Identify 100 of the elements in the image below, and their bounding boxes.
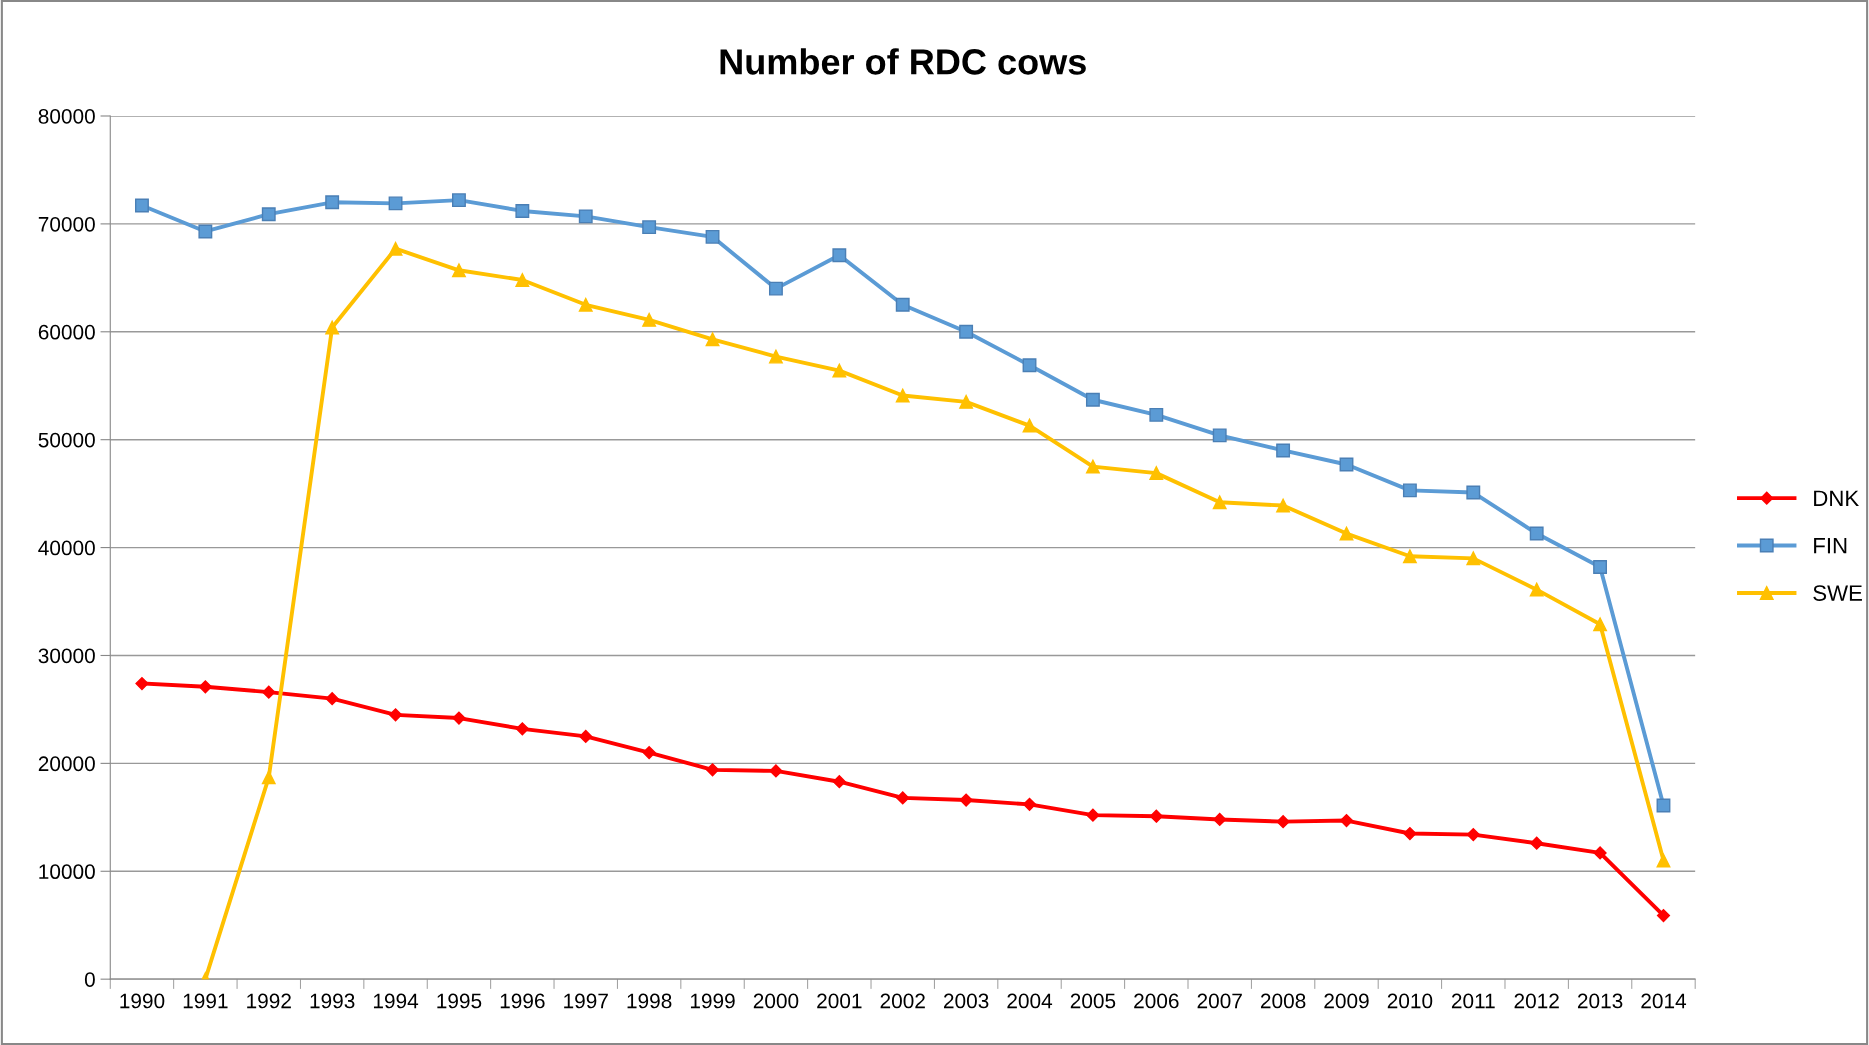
y-tick-label: 40000 [38, 540, 95, 556]
point [1529, 526, 1544, 541]
y-tick-label: 30000 [38, 648, 95, 664]
point [1213, 812, 1227, 827]
point [515, 722, 529, 736]
y-tick-label: 80000 [38, 109, 95, 124]
point [452, 711, 466, 725]
point [135, 676, 149, 691]
x-tick-label: 2008 [1260, 993, 1306, 1009]
y-tick-label: 0 [84, 972, 95, 987]
point [325, 692, 339, 706]
point [1593, 617, 1608, 632]
point [832, 775, 846, 789]
point [1276, 443, 1291, 458]
x-tick-label: 2009 [1324, 993, 1369, 1009]
legend-label: DNK [1814, 490, 1859, 506]
x-tick-label: 2000 [753, 993, 799, 1009]
point [1086, 808, 1100, 822]
point [642, 312, 657, 327]
point [579, 729, 593, 743]
point [198, 224, 213, 239]
x-tick-label: 2010 [1387, 993, 1433, 1009]
legend-label: FIN [1814, 538, 1847, 554]
point [1085, 392, 1100, 407]
x-tick-label: 1994 [373, 993, 419, 1009]
point [515, 203, 530, 218]
point [1593, 560, 1608, 574]
x-tick-label: 2002 [880, 993, 925, 1009]
x-tick-label: 2014 [1641, 993, 1687, 1009]
point [1276, 498, 1291, 513]
point [578, 297, 593, 312]
x-tick-label: 2004 [1007, 993, 1053, 1009]
point [1022, 418, 1037, 433]
point [325, 195, 340, 210]
point [1466, 551, 1481, 566]
y-tick-label: 20000 [38, 756, 95, 772]
point [1529, 582, 1544, 597]
point [1466, 485, 1481, 500]
point [1085, 459, 1100, 474]
chart-title: Number of RDC cows [720, 48, 1086, 75]
point [768, 281, 783, 296]
point [769, 764, 783, 778]
point [388, 196, 403, 211]
point [642, 745, 656, 760]
point [705, 332, 720, 347]
y-tick-label: 60000 [38, 324, 95, 340]
point [1212, 428, 1227, 443]
point [832, 248, 847, 263]
x-tick-label: 1996 [500, 993, 545, 1009]
point [1022, 358, 1037, 373]
x-tick-label: 2013 [1577, 993, 1623, 1009]
point [1402, 483, 1417, 498]
y-tick-label: 10000 [39, 864, 95, 880]
point [388, 241, 403, 256]
point [705, 229, 720, 244]
point [1339, 813, 1354, 828]
x-tick-label: 1995 [437, 993, 482, 1009]
y-tick-label: 50000 [38, 432, 95, 448]
point [261, 770, 276, 785]
point [578, 209, 593, 224]
y-tick-label: 70000 [38, 216, 95, 232]
point [959, 394, 974, 409]
point [325, 320, 340, 335]
point [1149, 809, 1163, 823]
x-tick-label: 2001 [817, 993, 862, 1009]
point [452, 193, 466, 208]
x-tick-label: 1993 [310, 993, 355, 1009]
point [1656, 853, 1671, 868]
point [959, 324, 974, 339]
point [1402, 549, 1417, 564]
x-tick-label: 1997 [564, 993, 608, 1009]
point [452, 263, 466, 278]
point [1530, 836, 1544, 850]
point [262, 685, 276, 699]
x-tick-label: 1991 [183, 993, 228, 1009]
point [515, 273, 530, 287]
x-tick-label: 1998 [627, 993, 672, 1009]
x-tick-label: 1992 [247, 993, 291, 1009]
point [895, 388, 910, 403]
point [1149, 407, 1164, 422]
point [198, 680, 212, 694]
point [959, 793, 973, 807]
point [895, 297, 910, 312]
point [1022, 797, 1037, 811]
x-tick-label: 1990 [120, 993, 165, 1009]
point [1339, 526, 1354, 541]
x-tick-label: 2006 [1134, 993, 1179, 1009]
point [768, 349, 783, 364]
point [642, 220, 657, 235]
point [261, 207, 276, 222]
point [1276, 815, 1290, 829]
x-tick-label: 2011 [1451, 993, 1495, 1009]
x-tick-label: 2012 [1514, 993, 1559, 1009]
point [1656, 908, 1671, 923]
point [1403, 826, 1417, 841]
point [896, 791, 910, 805]
point [1466, 827, 1480, 842]
legend-label: SWE [1813, 585, 1862, 601]
x-tick-label: 2007 [1197, 993, 1242, 1009]
x-tick-label: 2003 [944, 993, 989, 1009]
